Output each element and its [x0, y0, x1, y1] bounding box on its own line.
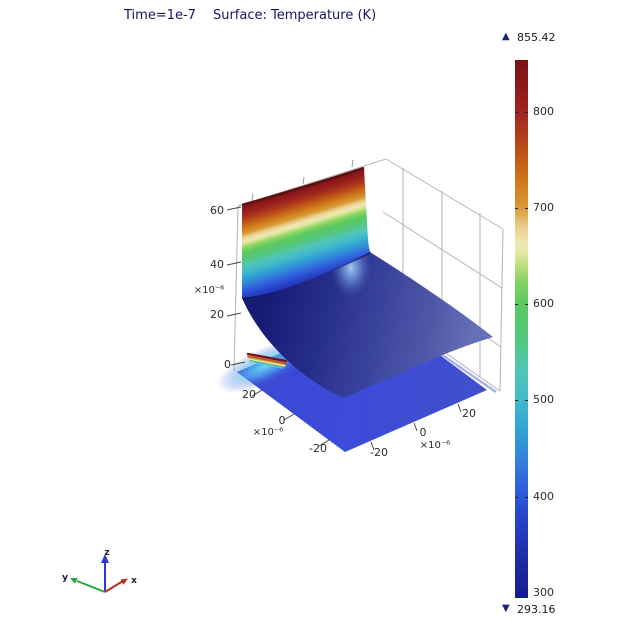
y-axis-exponent: ×10⁻⁶ [253, 427, 283, 438]
z-tick-label: 60 [210, 204, 224, 217]
colorbar-tick [515, 593, 528, 594]
y-tick-label: -20 [309, 442, 327, 455]
x-tick-label: 0 [420, 426, 427, 439]
colorbar-tick-label: 500 [533, 393, 554, 406]
x-axis-exponent: ×10⁻⁶ [420, 440, 450, 451]
colorbar-tick [515, 208, 528, 209]
heated-strip [246, 352, 288, 369]
colorbar-tick [515, 400, 528, 401]
x-arrowhead-icon [120, 578, 128, 585]
surface-plot-label: Surface: Temperature (K) [212, 8, 377, 23]
z-tick-label: 20 [210, 308, 224, 321]
y-tick-label: 0 [279, 414, 286, 427]
fin-top-edge [241, 166, 365, 207]
z-tick-label: 0 [224, 358, 231, 371]
triad-x-label: x [131, 576, 137, 586]
z-tick-label: 40 [210, 258, 224, 271]
y-axis-arrow [76, 580, 106, 593]
max-marker-icon: ▲ [502, 31, 510, 42]
colorbar-tick-label: 300 [533, 586, 554, 599]
colorbar-tick-label: 700 [533, 201, 554, 214]
y-tick-label: 20 [242, 388, 256, 401]
colorbar-tick-label: 400 [533, 490, 554, 503]
orientation-triad: z y x [62, 548, 137, 593]
colorbar-tick [515, 497, 528, 498]
x-axis: -20 0 20 ×10⁻⁶ [370, 403, 476, 459]
y-arrowhead-icon [70, 578, 78, 584]
x-tick-label: 20 [462, 407, 476, 420]
triad-y-label: y [62, 573, 68, 583]
colorbar-tick [515, 112, 528, 113]
colorbar-min-value: 293.16 [517, 603, 556, 616]
x-axis-arrow [104, 580, 124, 593]
z-axis: 60 40 20 0 ×10⁻⁶ [194, 204, 246, 371]
fin-surface [241, 166, 370, 298]
colorbar-tick [515, 304, 528, 305]
y-axis: 20 0 -20 ×10⁻⁶ [242, 388, 330, 455]
colorbar-tick-label: 600 [533, 297, 554, 310]
colorbar-max-value: 855.42 [517, 31, 556, 44]
triad-z-label: z [104, 548, 109, 558]
min-marker-icon: ▼ [502, 603, 510, 614]
plot-title: Time=1e-7 Surface: Temperature (K) [124, 8, 376, 23]
colorbar-gradient [515, 60, 528, 598]
z-arrowhead-icon [101, 554, 109, 563]
colorbar-tick-label: 800 [533, 105, 554, 118]
time-annotation: Time=1e-7 [124, 8, 196, 23]
z-axis-exponent: ×10⁻⁶ [194, 285, 224, 296]
x-tick-label: -20 [370, 446, 388, 459]
